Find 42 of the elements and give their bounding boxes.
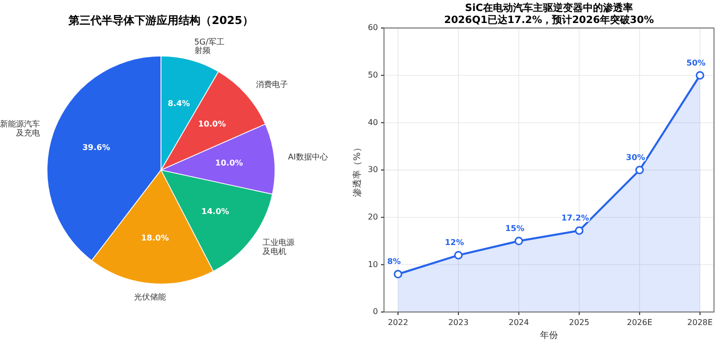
point xyxy=(394,270,402,278)
x-tick-label: 2025 xyxy=(569,318,590,327)
data-label: 15% xyxy=(505,224,524,233)
point xyxy=(635,166,644,174)
x-tick-label: 2026E xyxy=(626,318,652,327)
chart-subtitle: 2026Q1已达17.2%，预计2026年突破30% xyxy=(444,14,654,26)
point xyxy=(696,71,704,80)
y-tick-label: 10 xyxy=(368,260,378,269)
chart-title: 第三代半导体下游应用结构（2025） xyxy=(68,14,254,27)
y-tick-label: 40 xyxy=(368,118,378,127)
data-label: 12% xyxy=(444,238,464,248)
x-tick-label: 2023 xyxy=(448,318,469,327)
x-tick-label: 2028E xyxy=(687,318,713,327)
chart-title: SiC在电动汽车主驱逆变器中的渗透率 xyxy=(465,2,633,14)
y-axis-title: 渗透率（%） xyxy=(352,143,363,197)
data-label: 10.0% xyxy=(198,120,226,129)
x-tick-label: 2024 xyxy=(508,318,529,327)
y-tick-label: 60 xyxy=(368,23,378,32)
slice-label: 5G/军工射频 xyxy=(194,38,224,56)
y-tick-label: 20 xyxy=(368,212,378,222)
x-tick-label: 2022 xyxy=(388,318,408,327)
data-label: 8.4% xyxy=(168,99,190,108)
y-tick-label: 50 xyxy=(368,70,378,80)
slice-label: 光伏储能 xyxy=(134,292,166,302)
data-label: 10.0% xyxy=(215,158,243,168)
y-tick-label: 0 xyxy=(372,307,378,316)
data-label: 39.6% xyxy=(82,143,110,152)
point xyxy=(454,250,463,260)
data-label: 30% xyxy=(626,153,646,162)
data-label: 18.0% xyxy=(141,233,169,242)
point xyxy=(514,236,524,246)
data-label: 8% xyxy=(387,257,401,266)
slice-label: 消费电子 xyxy=(256,80,288,90)
x-axis-title: 年份 xyxy=(540,330,558,341)
data-label: 14.0% xyxy=(201,206,230,216)
slice-label: AI数据中心 xyxy=(288,152,328,162)
data-label: 50% xyxy=(686,58,706,68)
point xyxy=(574,226,584,235)
slice-label: 新能源汽车及充电 xyxy=(0,120,40,138)
y-tick-label: 30 xyxy=(368,165,378,174)
data-label: 17.2% xyxy=(561,214,590,223)
slice-label: 工业电源及电机 xyxy=(262,238,294,256)
